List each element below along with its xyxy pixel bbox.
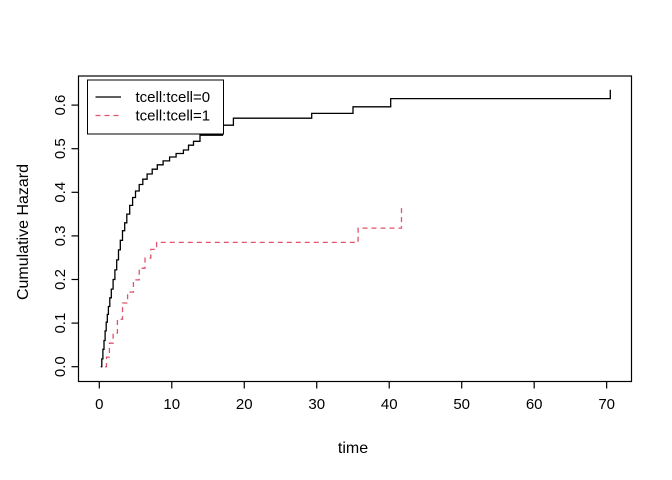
x-tick-label: 0 bbox=[95, 396, 103, 413]
y-axis-label: Cumulative Hazard bbox=[15, 164, 32, 300]
y-tick-label: 0.2 bbox=[52, 269, 69, 290]
series-group bbox=[100, 89, 611, 368]
x-tick-label: 60 bbox=[526, 396, 543, 413]
legend: tcell:tcell=0 tcell:tcell=1 bbox=[87, 79, 224, 135]
x-tick-label: 50 bbox=[453, 396, 470, 413]
x-tick-label: 30 bbox=[308, 396, 325, 413]
y-tick-label: 0.6 bbox=[52, 95, 69, 116]
x-tick-label: 40 bbox=[381, 396, 398, 413]
x-axis-label: time bbox=[338, 440, 368, 457]
y-tick-label: 0.3 bbox=[52, 225, 69, 246]
curve-tcell-tcell-1 bbox=[105, 204, 403, 368]
y-tick-label: 0.5 bbox=[52, 138, 69, 159]
plot-box bbox=[77, 75, 633, 383]
x-tick-label: 10 bbox=[163, 396, 180, 413]
legend-box bbox=[87, 79, 224, 135]
y-tick-label: 0.0 bbox=[52, 356, 69, 377]
legend-label-tcell0: tcell:tcell=0 bbox=[136, 89, 211, 106]
x-tick-label: 20 bbox=[236, 396, 253, 413]
x-axis: 0 10 20 30 40 50 60 70 bbox=[95, 381, 615, 413]
curve-tcell-tcell-0 bbox=[100, 89, 611, 368]
y-axis: 0.0 0.1 0.2 0.3 0.4 0.5 0.6 bbox=[52, 95, 79, 377]
y-tick-label: 0.1 bbox=[52, 313, 69, 334]
x-tick-label: 70 bbox=[598, 396, 615, 413]
y-tick-label: 0.4 bbox=[52, 182, 69, 203]
legend-label-tcell1: tcell:tcell=1 bbox=[136, 108, 211, 125]
